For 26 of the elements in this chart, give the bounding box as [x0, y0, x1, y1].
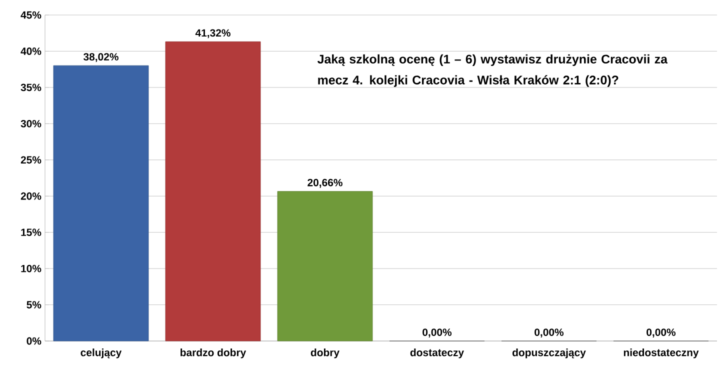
- data-label: 41,32%: [195, 29, 230, 38]
- y-tick-label: 25%: [20, 156, 42, 164]
- text: Jaką szkolną ocenę (1 – 6) wystawisz drużynie Cracovii za mecz 4. kolejki Cracovia - Wisła Kraków 2:1 (2:0)?: [318, 54, 668, 87]
- bar: [277, 191, 373, 342]
- bar: [165, 41, 261, 342]
- y-tick-label: 0%: [26, 337, 42, 345]
- x-tick-label: bardzo dobry: [180, 348, 246, 358]
- y-tick-label: 45%: [20, 11, 42, 19]
- x-tick-label: dobry: [310, 348, 340, 358]
- x-tick-label: dostateczy: [410, 348, 464, 358]
- y-tick-label: 15%: [21, 228, 42, 236]
- y-tick-label: 10%: [21, 264, 42, 272]
- data-label: 0,00%: [534, 328, 564, 338]
- y-tick-label: 35%: [20, 84, 42, 92]
- bar: [53, 65, 149, 342]
- y-tick-label: 30%: [20, 120, 42, 128]
- data-label: 38,02%: [83, 53, 118, 62]
- y-tick-label: 5%: [26, 301, 42, 308]
- x-tick-label: celujący: [80, 348, 122, 358]
- data-label: 20,66%: [308, 178, 342, 188]
- y-tick-label: 20%: [20, 192, 42, 200]
- data-label: 0,00%: [422, 328, 452, 338]
- x-tick-label: dopuszczający: [512, 348, 586, 358]
- data-label: 0,00%: [646, 328, 676, 338]
- y-tick-label: 40%: [20, 48, 42, 55]
- x-tick-label: niedostateczny: [624, 348, 699, 358]
